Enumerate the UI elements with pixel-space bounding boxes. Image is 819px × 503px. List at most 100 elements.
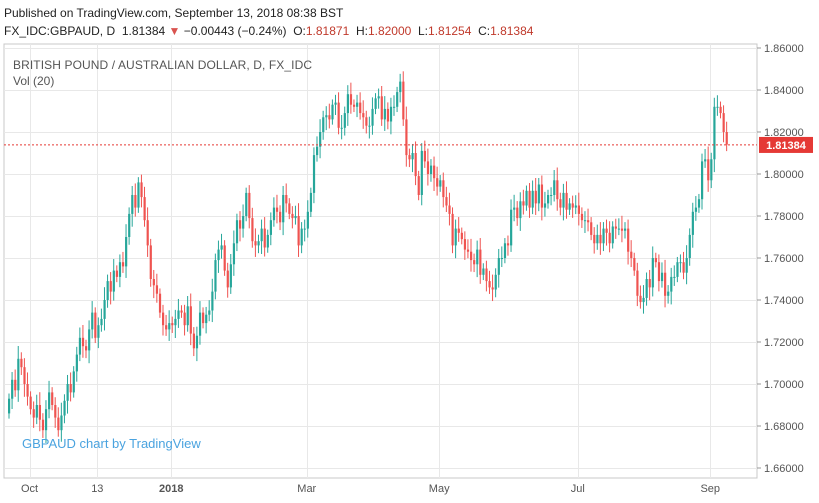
candle-body-down <box>571 203 574 208</box>
candle-body-up <box>676 262 679 277</box>
candle-body-down <box>365 117 368 126</box>
candle-body-down <box>158 293 162 313</box>
candle-body-up <box>346 94 349 114</box>
candles <box>8 71 728 444</box>
candle-body-down <box>657 262 661 282</box>
candle-body-up <box>312 155 316 193</box>
candle-body-up <box>75 354 78 372</box>
candle-body-down <box>352 104 356 107</box>
candle-body-up <box>235 220 239 244</box>
candle-body-down <box>54 405 57 418</box>
candle-body-up <box>186 306 189 326</box>
candle-body-down <box>69 384 72 393</box>
candle-body-up <box>100 318 103 326</box>
candle-body-down <box>639 295 642 303</box>
candle-body-up <box>624 228 627 231</box>
candle-body-up <box>411 153 414 160</box>
candle-body-down <box>254 241 257 246</box>
candle-body-down <box>605 228 608 233</box>
candle-body-down <box>633 258 636 271</box>
candle-body-up <box>72 371 75 393</box>
candle-body-down <box>593 234 596 244</box>
candle-body-up <box>208 310 211 315</box>
candle-body-up <box>88 329 91 351</box>
candle-body-down <box>528 190 531 208</box>
candle-body-down <box>445 197 448 206</box>
candle-body-up <box>334 102 337 105</box>
candle-body-up <box>11 379 14 399</box>
candle-body-down <box>134 195 137 208</box>
candle-body-down <box>417 176 420 195</box>
y-tick-label: 1.66000 <box>764 463 804 475</box>
x-tick-label: 13 <box>91 483 103 495</box>
candle-body-up <box>482 268 485 275</box>
candle-body-down <box>288 203 291 214</box>
volume-indicator-label[interactable]: Vol (20) <box>13 74 55 88</box>
tradingview-watermark[interactable]: GBPAUD chart by TradingView <box>22 436 201 451</box>
candle-body-up <box>500 258 503 259</box>
candle-body-up <box>697 199 701 208</box>
candle-body-down <box>275 207 279 212</box>
candle-body-up <box>642 297 645 303</box>
candle-body-up <box>168 323 171 330</box>
candle-body-down <box>32 409 35 418</box>
candle-body-up <box>125 237 128 267</box>
candle-body-down <box>248 192 251 219</box>
candle-body-down <box>466 249 470 252</box>
candle-body-down <box>115 270 118 277</box>
symbol-label[interactable]: FX_IDC:GBPAUD, D <box>4 24 116 38</box>
candle-body-up <box>510 209 513 246</box>
candle-body-up <box>8 398 11 414</box>
candle-body-down <box>506 243 510 246</box>
candle-body-down <box>405 119 408 156</box>
candle-body-down <box>620 228 624 231</box>
candle-body-up <box>513 207 516 210</box>
candle-body-up <box>214 260 217 292</box>
candle-body-down <box>146 220 149 246</box>
candle-body-up <box>325 115 328 118</box>
candle-body-down <box>408 155 411 160</box>
candle-body-up <box>667 291 670 296</box>
candle-body-down <box>423 150 426 162</box>
candle-body-down <box>81 337 85 347</box>
candle-body-up <box>303 228 306 230</box>
candle-body-down <box>29 396 32 410</box>
y-tick-label: 1.84000 <box>764 85 804 97</box>
candle-body-up <box>454 228 457 246</box>
candle-body-up <box>245 192 248 216</box>
candle-body-up <box>118 262 122 277</box>
candle-body-down <box>121 262 125 267</box>
candle-body-down <box>540 184 544 208</box>
candle-body-down <box>664 272 667 296</box>
candle-body-down <box>94 312 97 338</box>
candle-body-down <box>522 201 525 206</box>
candle-body-up <box>574 205 577 208</box>
candle-body-up <box>282 195 285 223</box>
axes: 1.86000 1.84000 1.82000 1.80000 1.78000 1.760… <box>21 43 804 495</box>
candle-body-down <box>630 251 633 258</box>
candle-body-up <box>525 190 528 206</box>
candle-body-up <box>651 258 654 288</box>
x-tick-label: Jul <box>571 483 585 495</box>
candle-body-up <box>232 243 236 265</box>
candle-body-up <box>322 117 325 132</box>
candle-body-up <box>131 195 134 214</box>
watermark-text: chart by TradingView <box>75 436 201 451</box>
candle-body-down <box>41 419 45 431</box>
watermark-symbol: GBPAUD <box>22 436 76 451</box>
candle-body-up <box>343 113 346 128</box>
change-value: −0.00443 (−0.24%) <box>183 24 287 38</box>
candle-body-up <box>242 216 245 229</box>
candle-body-down <box>599 234 602 244</box>
high-value: 1.82000 <box>367 24 412 38</box>
candle-body-down <box>239 220 242 229</box>
candle-body-up <box>374 98 377 109</box>
pane-title: BRITISH POUND / AUSTRALIAN DOLLAR, D, FX… <box>13 58 313 72</box>
candle-body-up <box>198 312 202 336</box>
candle-body-up <box>396 92 399 107</box>
candle-body-down <box>192 333 195 349</box>
candle-body-down <box>433 165 436 179</box>
low-value: 1.81254 <box>428 24 472 38</box>
candle-body-up <box>701 161 704 200</box>
